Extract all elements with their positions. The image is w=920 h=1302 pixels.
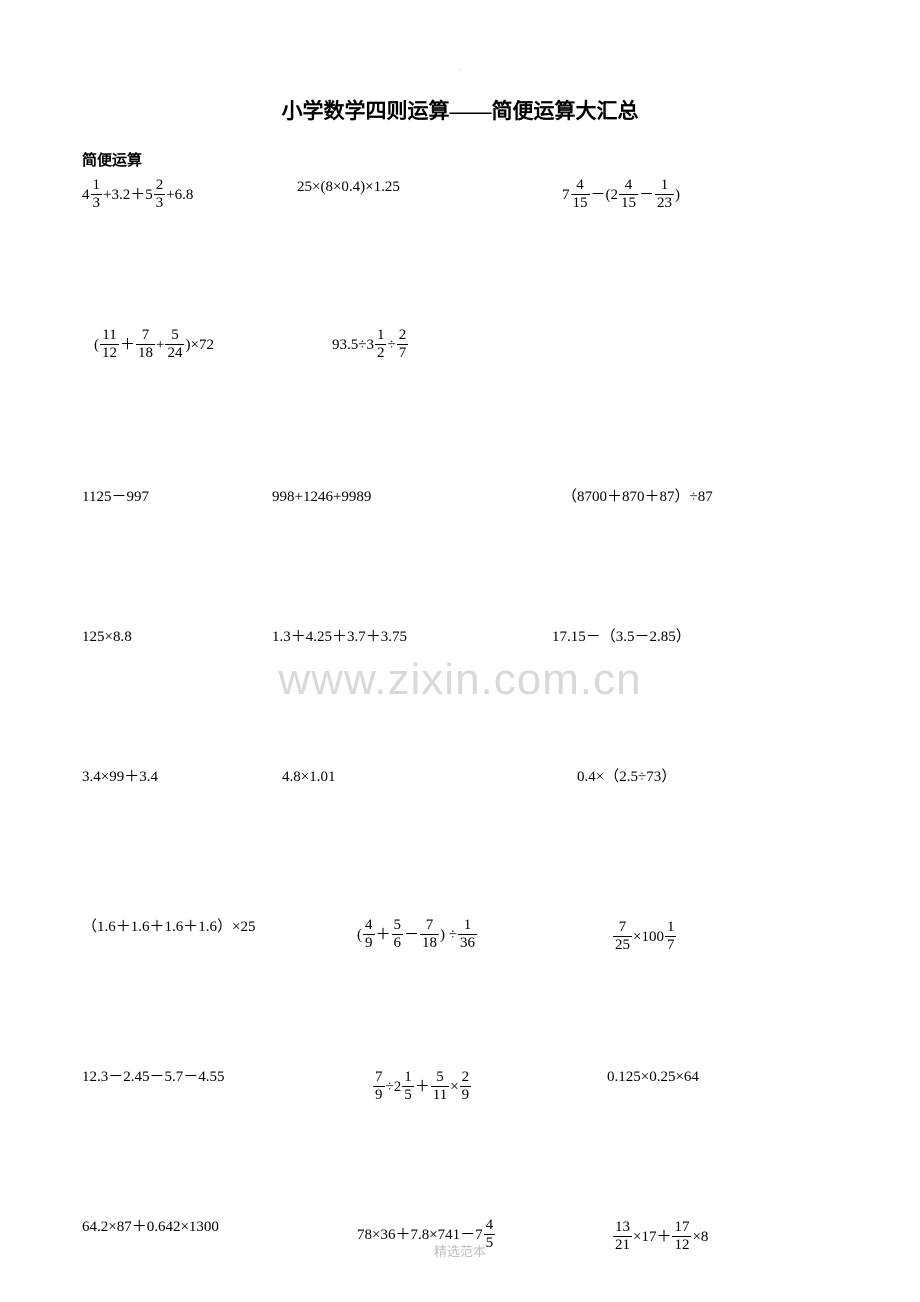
exercise-cell: 7415－(2415－123): [562, 178, 680, 211]
page: 小学数学四则运算——简便运算大汇总 简便运算 413+3.2＋523+6.8 25…: [0, 0, 920, 1288]
exercise-cell: 4.8×1.01: [282, 768, 335, 786]
exercise-cell: (49＋56－718) ÷136: [357, 918, 478, 951]
exercise-rows: 413+3.2＋523+6.8 25×(8×0.4)×1.25 7415－(2415…: [82, 178, 838, 1258]
exercise-row: 413+3.2＋523+6.8 25×(8×0.4)×1.25 7415－(2415…: [82, 178, 838, 218]
exercise-cell: （8700＋870＋87）÷87: [562, 488, 713, 506]
exercise-cell: 12.3－2.45－5.7－4.55: [82, 1068, 225, 1086]
exercise-cell: 0.4×（2.5÷73）: [577, 768, 676, 786]
exercise-row: (1112＋718+524)×72 93.5÷312÷27: [82, 328, 838, 368]
header-dot: .: [459, 62, 461, 72]
exercise-row: （1.6＋1.6＋1.6＋1.6）×25 (49＋56－718) ÷136 725×…: [82, 918, 838, 958]
exercise-cell: 1.3＋4.25＋3.7＋3.75: [272, 628, 407, 646]
exercise-row: 12.3－2.45－5.7－4.55 79÷215＋511×29 0.125×0.2…: [82, 1068, 838, 1108]
exercise-row: 3.4×99＋3.4 4.8×1.01 0.4×（2.5÷73）: [82, 768, 838, 808]
exercise-cell: 125×8.8: [82, 628, 132, 646]
exercise-cell: 998+1246+9989: [272, 488, 371, 506]
page-title: 小学数学四则运算——简便运算大汇总: [82, 95, 838, 125]
exercise-row: 1125－997 998+1246+9989 （8700＋870＋87）÷87: [82, 488, 838, 528]
exercise-cell: 0.125×0.25×64: [607, 1068, 699, 1086]
section-label: 简便运算: [82, 149, 838, 170]
exercise-cell: 725×10017: [612, 918, 677, 953]
exercise-cell: 3.4×99＋3.4: [82, 768, 158, 786]
exercise-cell: (1112＋718+524)×72: [94, 328, 214, 361]
exercise-cell: 1125－997: [82, 488, 149, 506]
exercise-cell: 64.2×87＋0.642×1300: [82, 1218, 219, 1236]
exercise-cell: （1.6＋1.6＋1.6＋1.6）×25: [82, 918, 255, 936]
exercise-cell: 93.5÷312÷27: [332, 328, 409, 361]
footer: 精选范本: [0, 1241, 920, 1260]
exercise-cell: 413+3.2＋523+6.8: [82, 178, 193, 211]
exercise-cell: 79÷215＋511×29: [372, 1068, 472, 1103]
exercise-cell: 17.15－（3.5－2.85）: [552, 628, 691, 646]
exercise-row: 125×8.8 1.3＋4.25＋3.7＋3.75 17.15－（3.5－2.85）: [82, 628, 838, 668]
exercise-cell: 25×(8×0.4)×1.25: [297, 178, 400, 196]
